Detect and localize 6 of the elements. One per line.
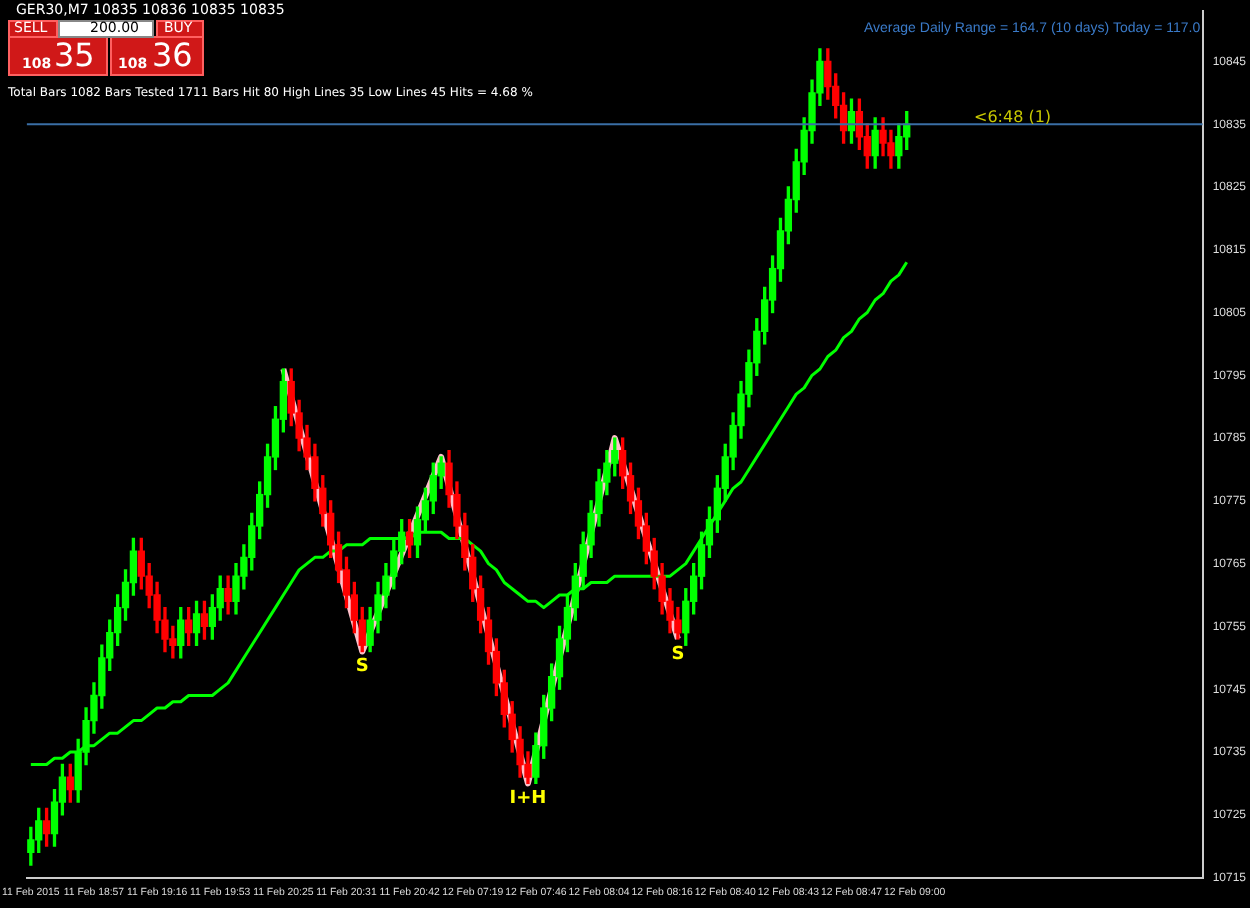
annotation: <6:48 (1) [974,108,1052,126]
annotation: 36 [152,36,193,74]
data-label: I+H [509,789,547,810]
data-label: S [355,657,369,678]
data-label: S [671,644,685,665]
annotation: 35 [54,36,95,74]
